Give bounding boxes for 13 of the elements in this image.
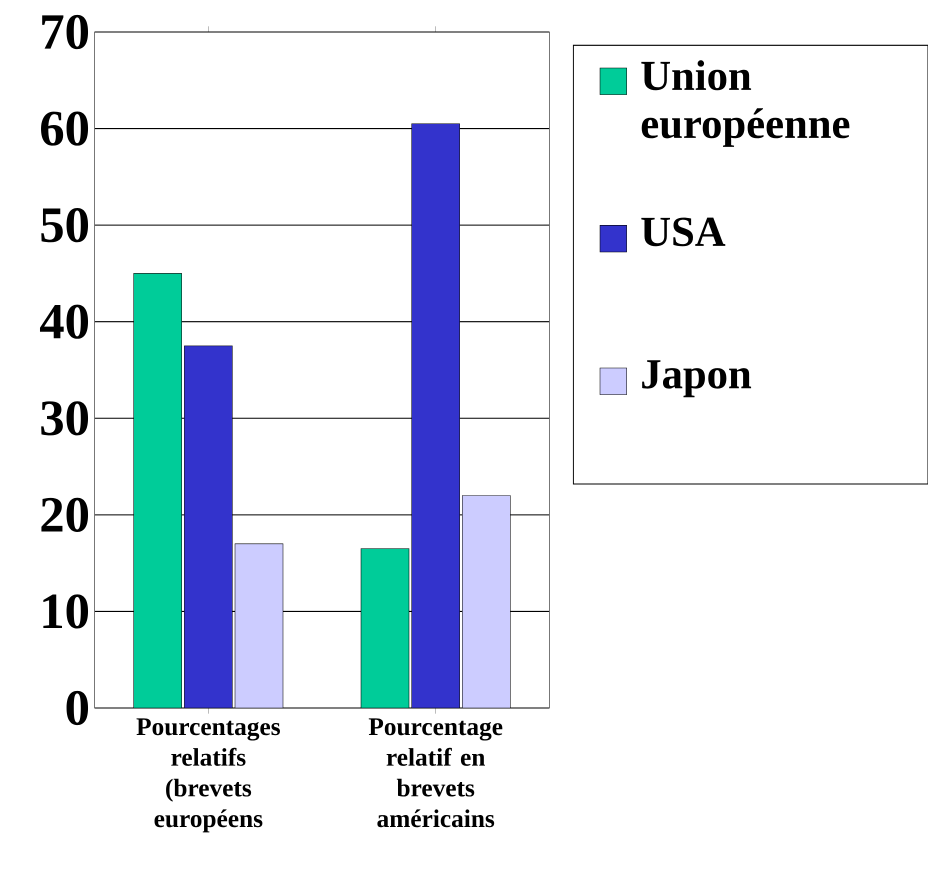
legend-label: Union européenne [641, 60, 850, 147]
y-tick-label: 0 [66, 690, 88, 726]
y-tick-label: 20 [41, 498, 88, 532]
y-tick-label: 60 [41, 111, 88, 146]
x-tick-label: Pourcentages relatifs (brevets européens [136, 718, 280, 832]
legend-label: Japon [642, 360, 752, 398]
y-tick-label: 50 [41, 208, 88, 242]
y-tick-label: 10 [43, 594, 88, 629]
y-tick-label: 40 [40, 304, 88, 339]
y-tick-label: 30 [41, 401, 88, 436]
legend-label: USA [641, 218, 726, 246]
x-tick-label: Pourcentage relatif en brevets américains [368, 718, 502, 828]
y-tick-label: 70 [42, 14, 88, 50]
